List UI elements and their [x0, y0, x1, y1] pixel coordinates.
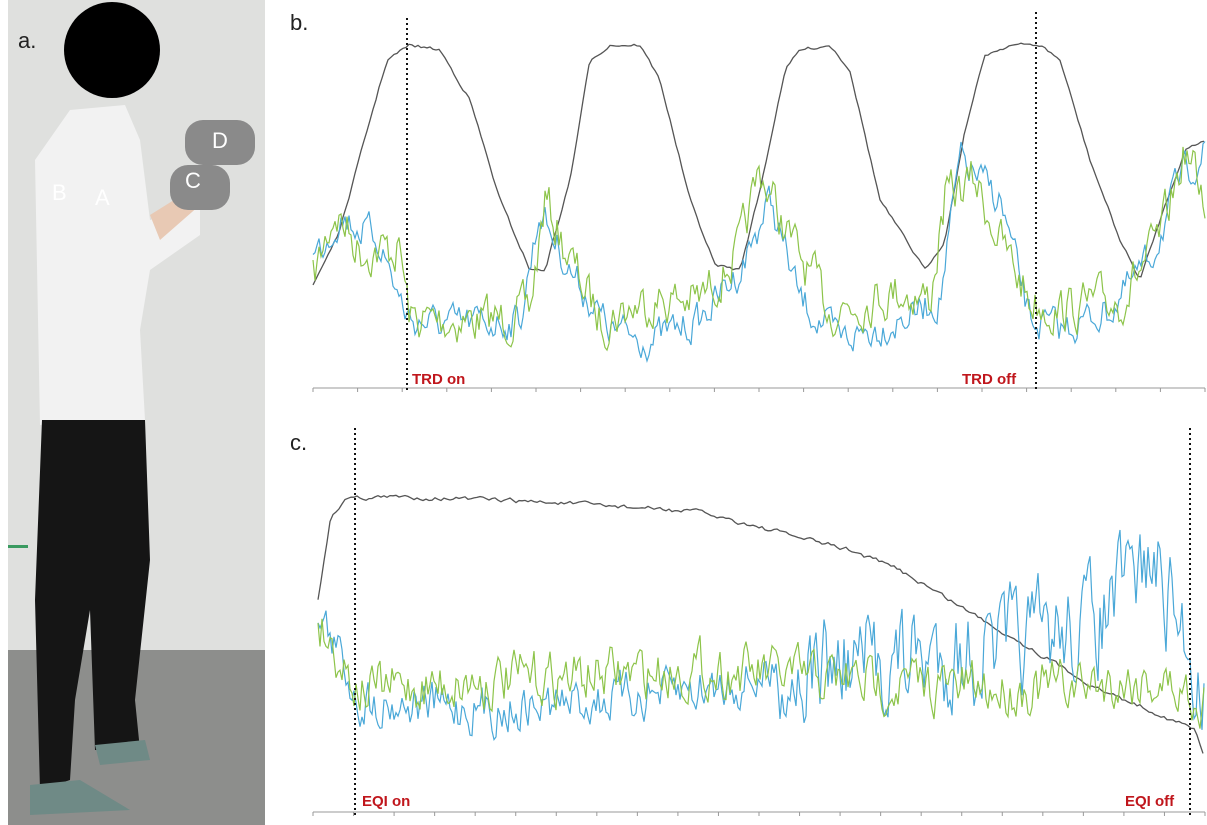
event-label: EQI off	[1125, 793, 1175, 810]
event-label: TRD on	[412, 371, 465, 388]
dumbbell	[170, 165, 230, 210]
dumbbell	[185, 120, 255, 165]
shirt	[35, 105, 200, 425]
panel-label: c.	[290, 430, 307, 455]
signal-trace	[317, 529, 1205, 742]
sensor-label: D	[212, 128, 228, 153]
signal-trace	[317, 618, 1205, 729]
face-mask	[64, 2, 160, 98]
sensor-label: B	[52, 180, 67, 205]
event-label: EQI on	[362, 793, 410, 810]
panel-label: a.	[18, 28, 36, 53]
plot-b: b. TRD on TRD off	[290, 10, 1206, 392]
signal-trace	[312, 141, 1206, 363]
sensor-label: C	[185, 168, 201, 193]
signal-trace	[317, 494, 1204, 754]
tape	[8, 545, 28, 548]
shoes	[30, 740, 150, 815]
panel-label: b.	[290, 10, 308, 35]
signal-trace	[312, 146, 1206, 352]
photo: a. A B C D	[8, 0, 265, 825]
sensor-label: A	[95, 185, 110, 210]
signal-trace	[312, 42, 1205, 286]
plot-c: c. EQI on EQI off	[290, 428, 1206, 818]
event-label: TRD off	[962, 371, 1017, 388]
pants	[35, 420, 150, 790]
